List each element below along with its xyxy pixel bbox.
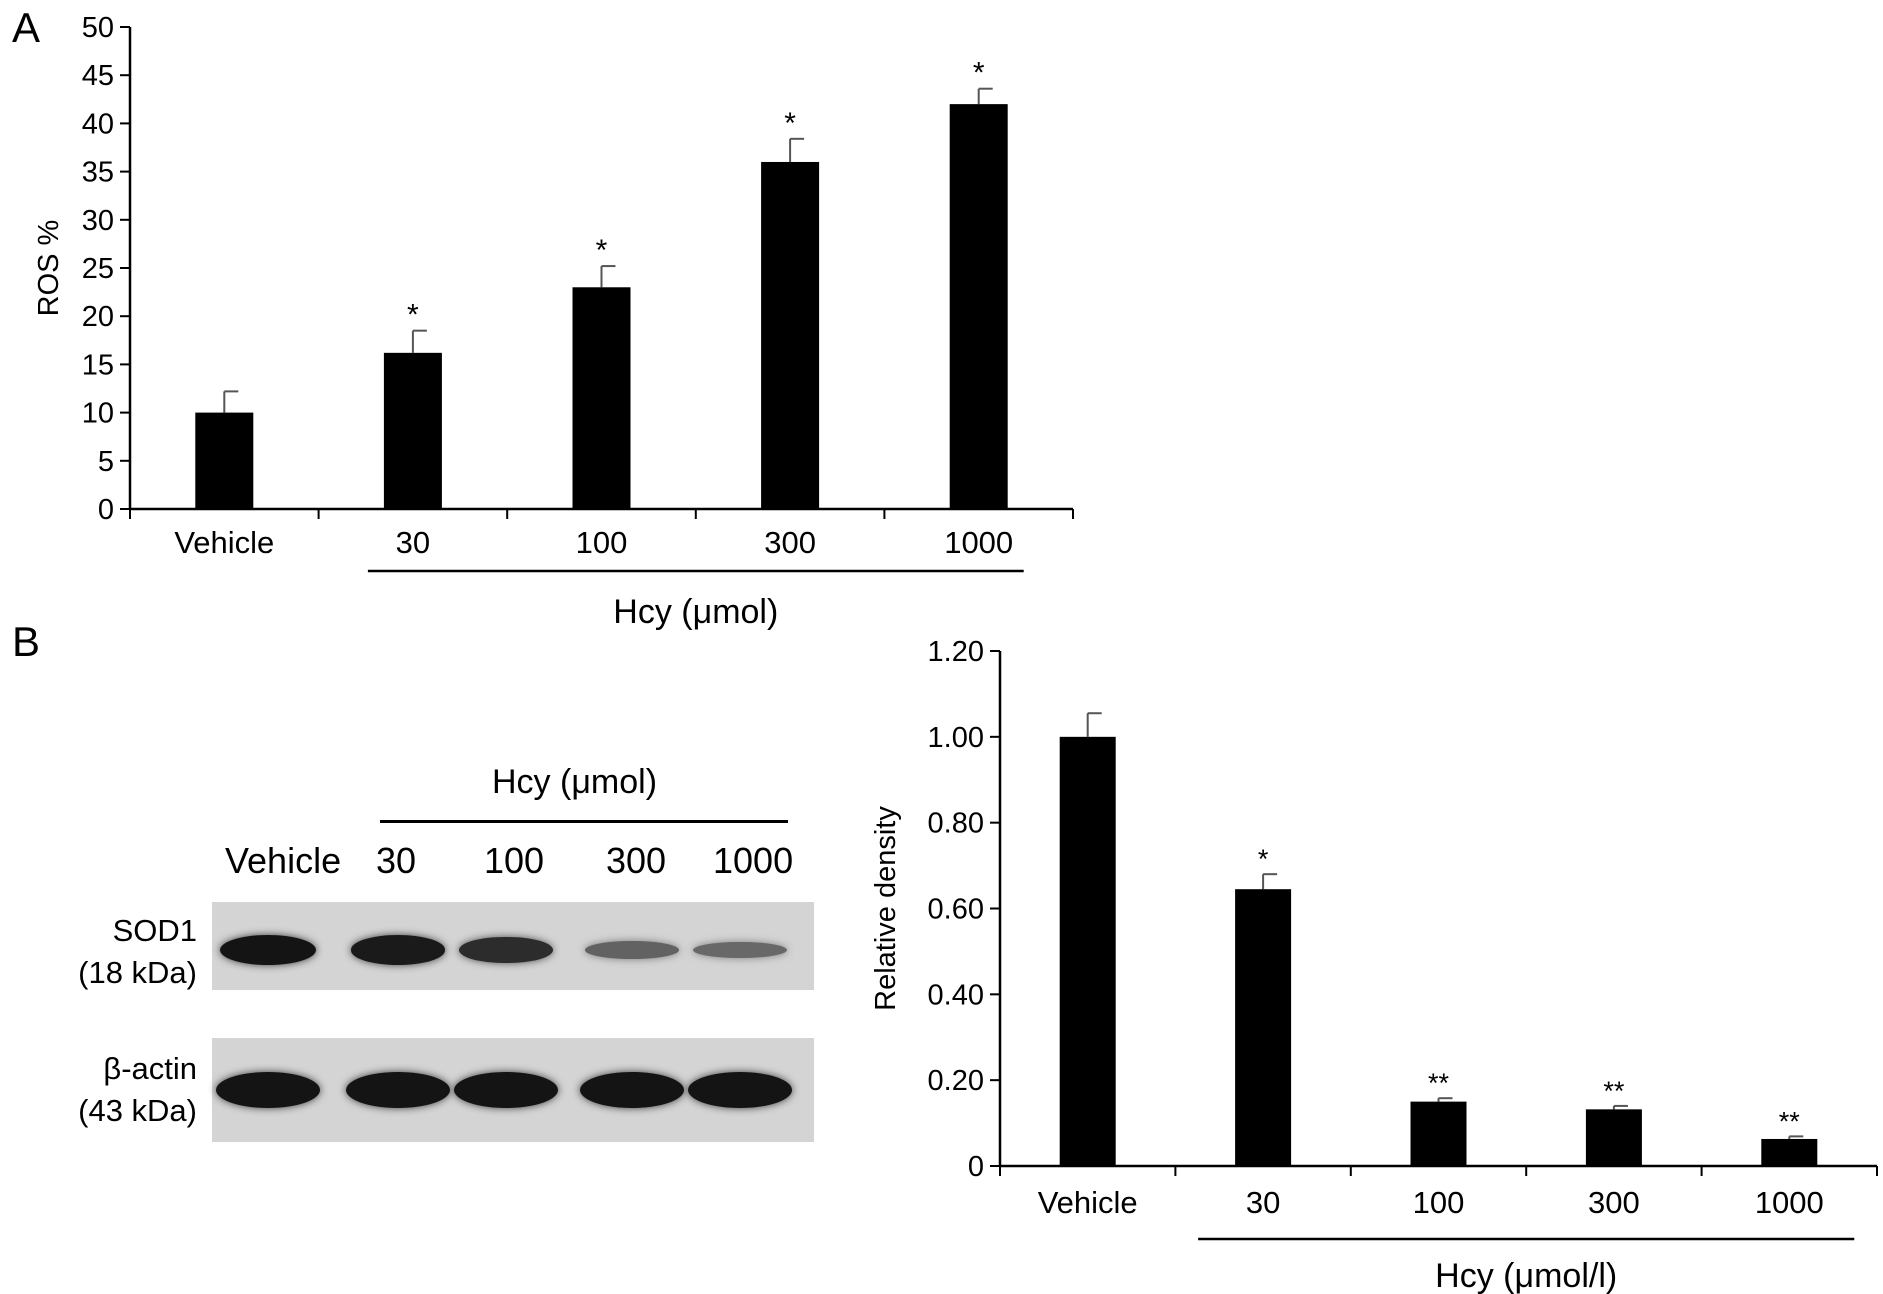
bar [1410,1101,1467,1166]
significance-marker: ** [1603,1076,1625,1106]
y-tick-label: 20 [82,301,114,333]
sod1-band [351,935,445,965]
sod1-band [693,941,787,959]
x-category-label: 1000 [1755,1185,1824,1220]
sod1-size: (18 kDa) [78,955,197,990]
significance-marker: ** [1428,1068,1450,1098]
y-axis-label: Relative density [870,806,902,1011]
bar [195,412,254,509]
x-category-label: 100 [576,525,628,560]
sod1-band [459,936,553,964]
sod1-gel-strip [212,902,814,990]
y-tick-label: 10 [82,398,114,430]
y-tick-label: 0.20 [928,1065,984,1097]
x-category-label: 30 [396,525,430,560]
x-category-label: 100 [1413,1185,1465,1220]
y-tick-label: 0.40 [928,979,984,1011]
y-tick-label: 15 [82,349,114,381]
x-category-label: 1000 [944,525,1013,560]
blot-group-label: Hcy (μmol) [492,763,658,801]
x-category-label: 300 [764,525,816,560]
significance-marker: ** [1779,1106,1801,1136]
blot-lane-label: 300 [606,840,667,881]
bar [383,352,442,509]
bar [572,287,631,509]
x-category-label: Vehicle [174,525,274,560]
y-tick-label: 30 [82,205,114,237]
bar [949,104,1008,510]
blot-lane-label: Vehicle [225,840,342,881]
panel-letter-b: B [12,618,41,665]
blot-lane-label: 100 [484,840,545,881]
bar [1585,1109,1642,1166]
actin-name: β-actin [103,1051,197,1086]
sod1-band [220,935,316,965]
actin-band [454,1072,558,1108]
y-tick-label: 0.80 [928,808,984,840]
actin-band [688,1072,792,1108]
significance-marker: * [1258,844,1269,874]
significance-marker: * [784,107,796,140]
group-bracket-label: Hcy (μmol/l) [1435,1257,1617,1294]
y-tick-label: 0.60 [928,894,984,926]
actin-band [216,1072,320,1108]
group-bracket-label: Hcy (μmol) [613,593,778,631]
y-tick-label: 1.00 [928,722,984,754]
panel-letter-a: A [12,4,41,51]
blot-group-line [380,820,788,823]
sod1-label: SOD1 (18 kDa) [52,910,197,994]
y-tick-label: 50 [82,12,114,44]
bar [1235,889,1292,1166]
y-tick-label: 0 [968,1151,984,1183]
bar [1059,736,1116,1166]
bar [761,161,820,509]
blot-lane-label: 1000 [713,840,794,881]
y-tick-label: 25 [82,253,114,285]
y-tick-label: 5 [98,446,114,478]
y-axis-label: ROS % [33,220,65,317]
x-category-label: 300 [1588,1185,1640,1220]
sod1-band [585,941,679,959]
y-tick-label: 40 [82,108,114,140]
actin-gel-strip [212,1038,814,1142]
x-category-label: 30 [1246,1185,1280,1220]
bar [1761,1138,1818,1166]
actin-label: β-actin (43 kDa) [52,1048,197,1132]
x-category-label: Vehicle [1038,1185,1138,1220]
y-tick-label: 0 [98,494,114,526]
sod1-name: SOD1 [112,913,197,948]
y-tick-label: 35 [82,157,114,189]
y-tick-label: 1.20 [928,636,984,668]
significance-marker: * [407,299,419,332]
significance-marker: * [973,57,985,90]
actin-band [346,1072,450,1108]
actin-band [580,1072,684,1108]
significance-marker: * [596,234,608,267]
actin-size: (43 kDa) [78,1093,197,1128]
y-tick-label: 45 [82,60,114,92]
blot-lane-label: 30 [376,840,417,881]
